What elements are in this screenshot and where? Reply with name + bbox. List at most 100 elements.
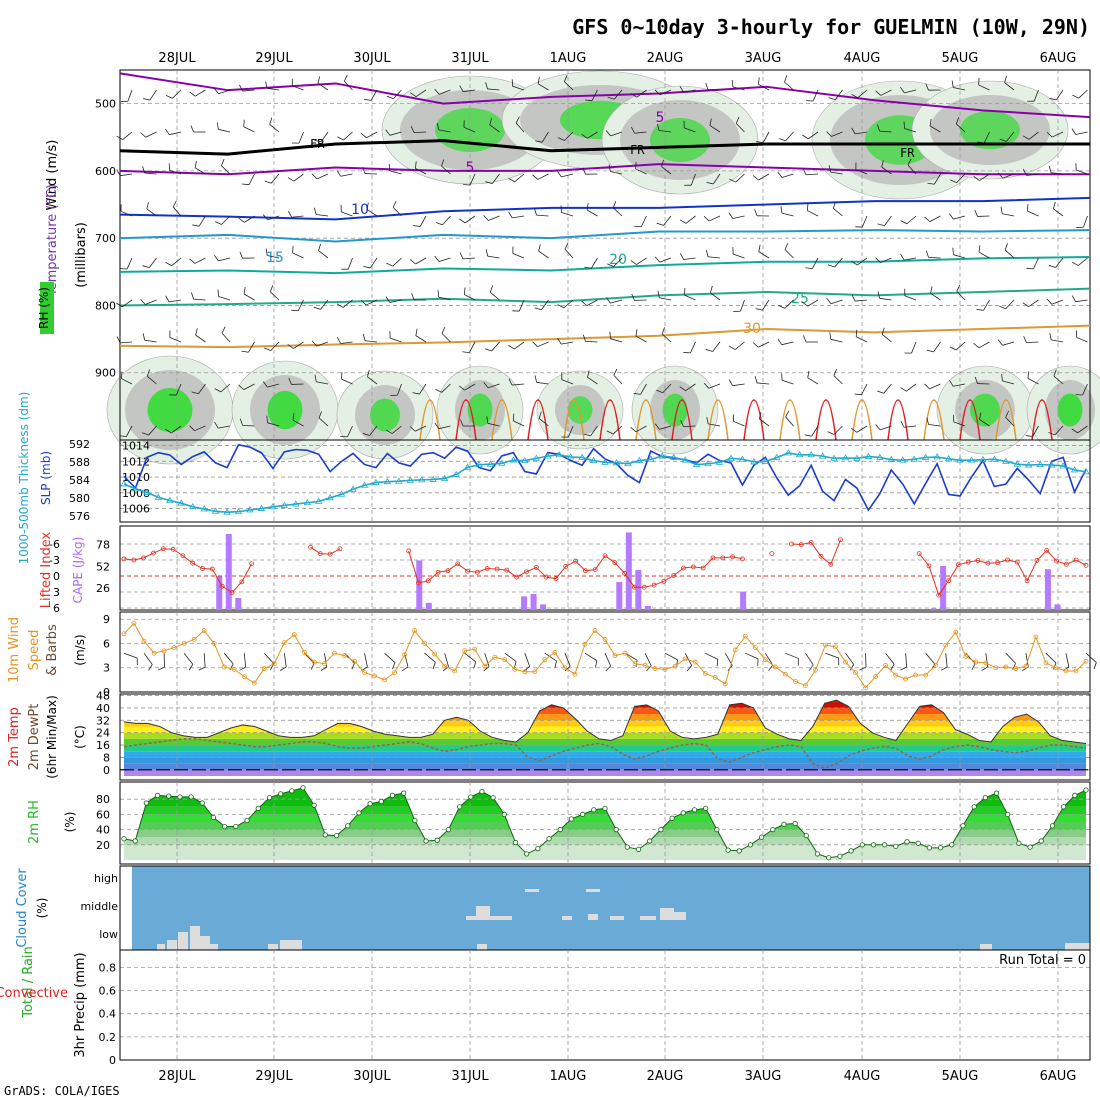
wind-barb [464,215,476,224]
wind-barb [127,89,133,102]
wind-barb-flag [850,427,858,433]
wind-barb-flag [877,390,884,394]
wind-barb-flag [999,138,1007,142]
wind-barb-flag [758,412,762,420]
wind-speed-point [402,652,407,658]
wind-barb-flag [630,427,637,433]
thickness-point [864,452,873,459]
wind-barb-flag [654,89,661,96]
wind-barb [855,169,868,175]
wind-barb-flag [434,422,440,429]
wind-barb-flag [881,160,884,168]
thickness-point [1036,460,1044,468]
rh-point [378,798,384,805]
rh-point [490,795,496,801]
wind-speed-point [813,667,818,673]
wind-barb [123,652,138,659]
cloud-bar [476,906,490,920]
wind-barb [708,215,721,222]
wind-barb-flag [582,334,586,342]
rh-shade-core [1057,393,1083,427]
wind-barb-flag [974,209,978,217]
rh-point [803,833,809,839]
wind-barb [979,419,990,427]
wind-barb-flag [630,93,638,98]
wind-barb [221,165,231,175]
wind-barb [248,173,255,185]
wind-barb [415,168,427,175]
wind-barb-flag [142,166,145,174]
wind-speed-point [1013,666,1019,671]
wind-barb [978,251,990,259]
wind-barb [781,173,794,178]
wind-barb-flag [1004,243,1008,251]
wind-barb-flag [605,130,611,137]
wind-barb-flag [754,209,758,216]
thickness-point [1013,460,1021,467]
wind-barb-flag [435,389,443,393]
wind-barb [661,333,672,343]
wind-barb-flag [631,293,635,301]
li-point [151,550,156,556]
wind-speed-point [702,671,708,676]
rh-point [747,842,754,848]
li-point [838,537,843,543]
wind-speed-point [913,672,919,678]
wind-barb [708,383,721,389]
wind-barb [121,299,133,308]
chart-title: GFS 0~10day 3-hourly for GUELMIN (10W, 2… [572,15,1090,39]
tick-label: 48 [96,690,110,703]
wind-barb [524,653,530,667]
wind-barb [347,257,353,270]
wind-barb-flag [239,666,246,671]
wind-barb-flag [903,121,905,129]
wind-barb [586,209,598,217]
thickness-point [223,508,231,515]
wind-barb [784,249,794,259]
axis-label: (m/s) [73,634,87,665]
wind-barb-flag [534,375,538,383]
wind-speed-point [201,628,207,633]
wind-speed-point [211,641,217,646]
wind-speed-point [933,662,939,668]
wind-barb [604,653,612,667]
thickness-point [910,455,918,462]
wind-barb [148,257,157,268]
temp-contour [119,163,1090,176]
wind-barb [930,292,941,301]
cloud-bar [190,926,200,950]
wind-barb-flag [165,295,170,303]
wind-speed-point [412,628,418,633]
wind-barb-flag [364,98,372,101]
thickness-point [143,488,151,495]
wind-barb [318,250,329,259]
wind-speed-point [722,681,728,687]
tick-label: 40 [96,702,110,715]
temp-contour [119,196,1091,221]
wind-barb-flag [804,434,812,437]
rh-point [647,838,653,844]
wind-barb-flag [264,347,271,352]
wind-barb [1028,131,1039,140]
tick-label: 584 [69,474,90,487]
wind-barb [1002,341,1015,346]
wind-barb [220,383,231,393]
tick-label: 0 [103,686,110,699]
wind-barb-flag [288,377,292,385]
wind-barb-flag [366,202,369,210]
thickness-point [120,480,128,487]
rh-point [725,847,731,853]
wind-barb [955,123,966,133]
wind-barb [904,425,917,428]
wind-barb [590,425,598,437]
wind-barb [563,299,574,309]
wind-barb-flag [489,285,493,293]
axis-label: 2m RH [27,800,42,844]
li-point [602,553,608,559]
wind-speed-point [752,645,758,650]
wind-barb [610,171,623,175]
wind-barb [369,257,378,269]
thickness-point [440,474,449,481]
wind-barb-flag [949,380,954,387]
wind-barb-flag [875,257,881,263]
